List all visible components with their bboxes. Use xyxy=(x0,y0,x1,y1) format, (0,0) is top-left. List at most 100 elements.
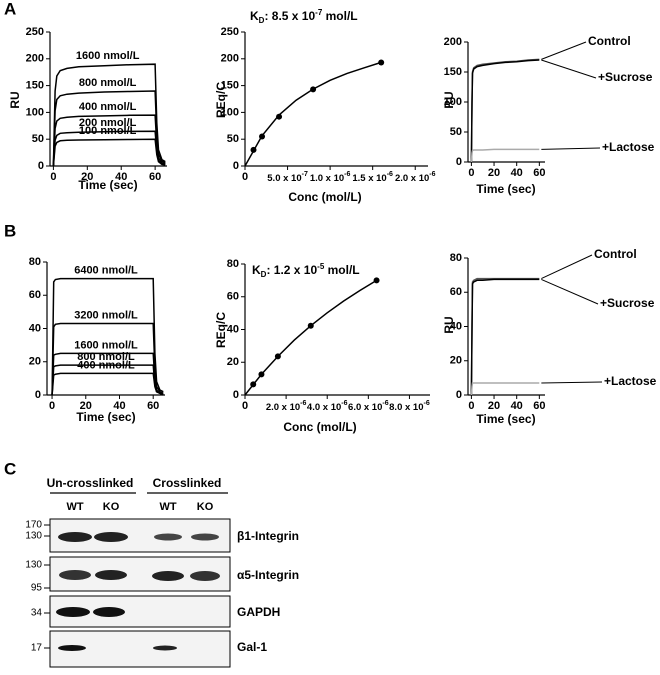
x-tick-label: 60 xyxy=(533,167,545,179)
x-tick-label: 0 xyxy=(468,400,474,412)
y-tick-label: 40 xyxy=(450,320,462,332)
legend-label: Control xyxy=(594,247,637,261)
x-tick-label: 0 xyxy=(50,171,56,183)
data-point xyxy=(373,277,380,284)
y-tick-label: 0 xyxy=(456,156,462,168)
y-tick-label: 80 xyxy=(450,252,462,264)
x-tick-label: 40 xyxy=(511,400,523,412)
y-tick-label: 0 xyxy=(35,389,41,401)
trace xyxy=(51,372,164,396)
legend-label: +Lactose xyxy=(604,374,657,388)
trace xyxy=(52,138,166,167)
leader-line xyxy=(541,381,603,384)
mw-marker: 34 xyxy=(31,608,43,619)
title-part: D xyxy=(259,16,265,25)
series-label: 400 nmol/L xyxy=(77,359,135,371)
y-tick-label: 0 xyxy=(233,389,239,401)
tick-label-exponent: -6 xyxy=(341,400,347,407)
mw-marker: 130 xyxy=(25,531,42,542)
y-axis-label: RU xyxy=(442,316,456,333)
title-part: : 8.5 x 10 xyxy=(264,9,315,23)
y-tick-label: 100 xyxy=(26,106,44,118)
y-tick-label: 50 xyxy=(227,133,239,145)
y-axis-label: RU xyxy=(442,91,456,108)
series-label: 400 nmol/L xyxy=(79,101,137,113)
x-tick-label: 60 xyxy=(533,400,545,412)
series-label: 1600 nmol/L xyxy=(76,50,140,62)
data-point xyxy=(378,59,385,66)
panel-label: C xyxy=(4,459,16,478)
legend-label: +Sucrose xyxy=(598,70,653,84)
fit-line xyxy=(244,279,377,396)
y-tick-label: 40 xyxy=(227,323,239,335)
y-tick-label: 150 xyxy=(221,80,239,92)
trace xyxy=(51,277,164,396)
series-label: 800 nmol/L xyxy=(77,351,135,363)
band xyxy=(58,645,86,651)
trace xyxy=(470,382,540,396)
y-tick-label: 60 xyxy=(227,291,239,303)
y-tick-label: 80 xyxy=(227,258,239,270)
x-tick-label: 40 xyxy=(511,167,523,179)
lane-label: WT xyxy=(66,501,83,513)
title-part: -5 xyxy=(317,262,325,271)
tick-label-text: 1.0 x 10 xyxy=(310,173,344,184)
data-point xyxy=(250,381,257,388)
band xyxy=(94,532,128,542)
data-point xyxy=(250,146,257,153)
band xyxy=(93,607,125,617)
band xyxy=(154,533,182,541)
x-tick-label: 0 xyxy=(242,171,248,183)
y-axis-label: REq/C xyxy=(214,312,228,348)
y-tick-label: 40 xyxy=(29,322,41,334)
y-tick-label: 200 xyxy=(26,53,44,65)
x-tick-label: 60 xyxy=(147,400,159,412)
protein-label: GAPDH xyxy=(237,605,280,619)
trace xyxy=(51,322,164,396)
x-axis-label: Time (sec) xyxy=(78,178,137,192)
x-tick-label: 20 xyxy=(81,171,93,183)
mw-marker: 170 xyxy=(25,520,42,531)
y-tick-label: 100 xyxy=(221,106,239,118)
band xyxy=(190,571,220,581)
x-tick-label: 20 xyxy=(488,167,500,179)
title-part: D xyxy=(261,270,267,279)
tick-label-text: 2.0 x 10 xyxy=(395,173,429,184)
data-point xyxy=(274,353,281,360)
title-part: K xyxy=(250,9,259,23)
series-label: 800 nmol/L xyxy=(79,77,137,89)
y-tick-label: 20 xyxy=(227,356,239,368)
tick-label-text: 8.0 x 10 xyxy=(389,402,423,413)
band xyxy=(191,533,219,541)
legend-label: +Lactose xyxy=(602,140,655,154)
x-tick-label: 0 xyxy=(468,167,474,179)
y-tick-label: 50 xyxy=(32,133,44,145)
lane-label: KO xyxy=(197,501,214,513)
lane-label: WT xyxy=(159,501,176,513)
tick-label-exponent: -6 xyxy=(382,400,388,407)
band xyxy=(152,571,184,581)
legend-label: Control xyxy=(588,34,631,48)
tick-label-text: 6.0 x 10 xyxy=(348,402,382,413)
data-point xyxy=(310,86,317,93)
x-tick-label: 60 xyxy=(149,171,161,183)
group-label: Crosslinked xyxy=(153,476,222,490)
y-tick-label: 80 xyxy=(29,256,41,268)
band xyxy=(59,570,91,580)
protein-label: Gal-1 xyxy=(237,640,267,654)
y-tick-label: 200 xyxy=(221,53,239,65)
series-label: 3200 nmol/L xyxy=(74,309,138,321)
tick-label-exponent: -6 xyxy=(429,171,435,178)
legend-label: +Sucrose xyxy=(600,296,655,310)
x-axis-label: Time (sec) xyxy=(476,182,535,196)
x-tick-label: 4.0 x 10-6 xyxy=(307,400,348,413)
x-tick-label: 40 xyxy=(113,400,125,412)
protein-label: α5-Integrin xyxy=(237,568,299,582)
mw-marker: 130 xyxy=(25,560,42,571)
tick-label-exponent: -6 xyxy=(344,171,350,178)
tick-label-text: 5.0 x 10 xyxy=(267,173,301,184)
x-tick-label: 5.0 x 10-7 xyxy=(267,171,308,184)
chart-title: KD: 8.5 x 10-7 mol/L xyxy=(250,8,358,25)
group-label: Un-crosslinked xyxy=(47,476,134,490)
